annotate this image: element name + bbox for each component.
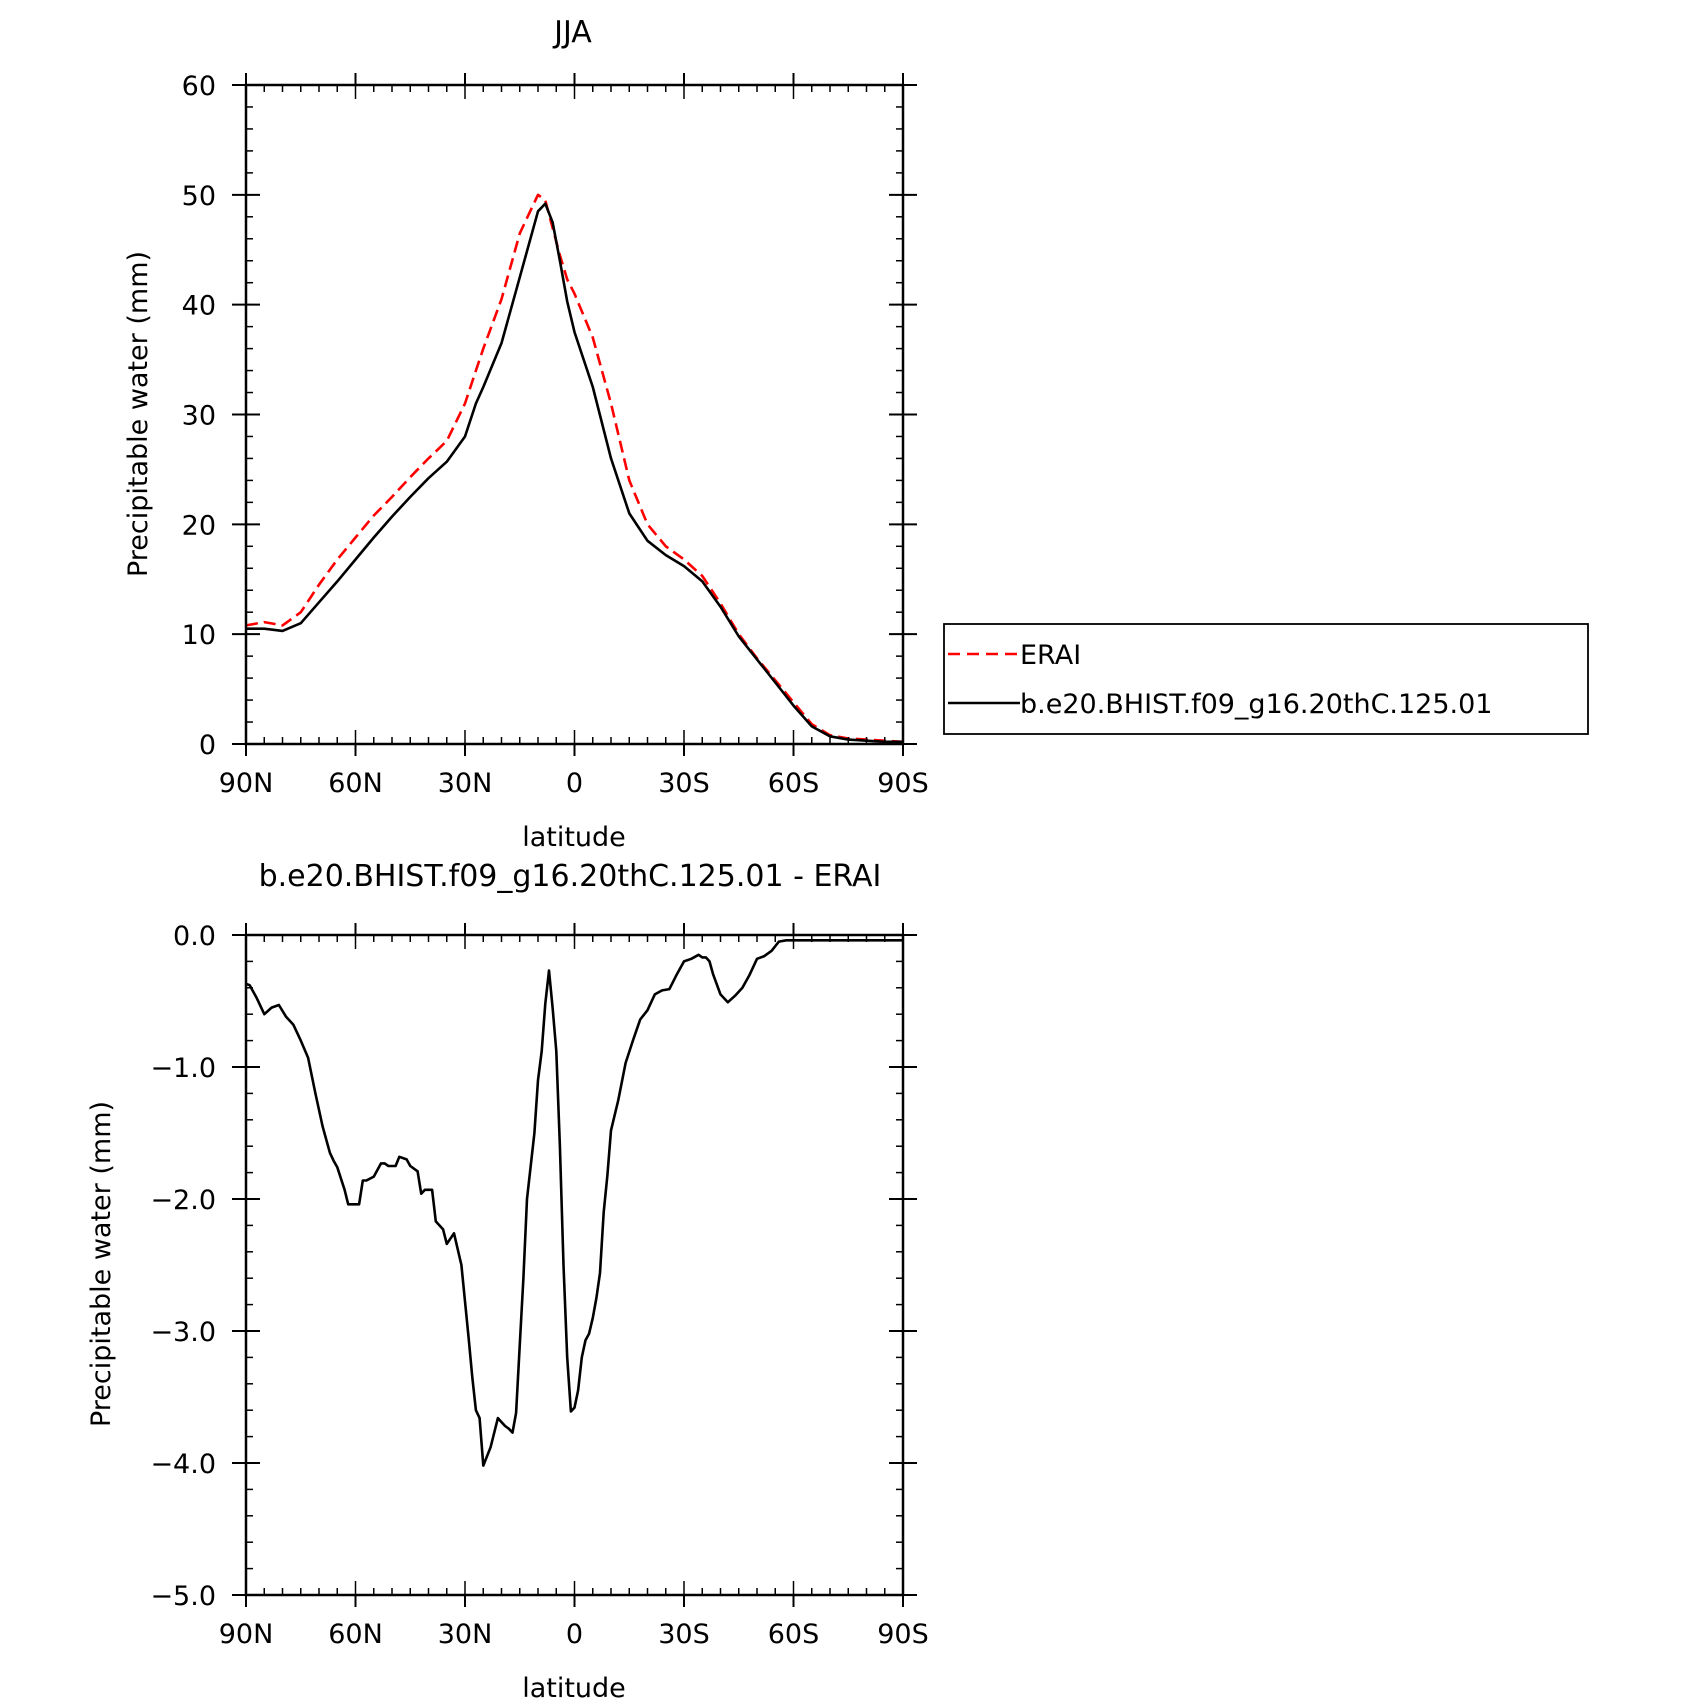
bottom-y-axis-title: Precipitable water (mm) (86, 1101, 117, 1427)
top-x-tick-label: 60N (328, 768, 383, 799)
bottom-x-tick-label: 90S (877, 1619, 929, 1650)
top-series-group (245, 193, 904, 744)
legend-frame (943, 623, 1589, 735)
top-y-tick-label: 40 (182, 291, 216, 322)
top-series-line-1 (246, 202, 903, 744)
top-ticks-group (232, 73, 917, 756)
top-y-tick-label: 10 (182, 620, 216, 651)
top-series-line-0 (245, 193, 904, 744)
bottom-x-tick-label: 60N (328, 1619, 383, 1650)
top-y-tick-label: 50 (182, 181, 216, 212)
top-x-tick-label: 30N (438, 768, 493, 799)
bottom-y-tick-label: −1.0 (150, 1053, 216, 1084)
legend-label-model: b.e20.BHIST.f09_g16.20thC.125.01 (1020, 689, 1492, 720)
top-x-tick-label: 0 (566, 768, 583, 799)
bottom-y-tick-label: 0.0 (173, 921, 216, 952)
bottom-series-group (245, 938, 903, 1467)
top-x-tick-label: 90S (877, 768, 929, 799)
top-plot-title: JJA (552, 15, 592, 50)
bottom-y-tick-label: −2.0 (150, 1185, 216, 1216)
top-y-tick-label: 60 (182, 71, 216, 102)
top-panel: JJA 90N 60N 30N 0 30S 60S 90S 0 10 20 30 40 50 60 la… (123, 15, 929, 853)
top-x-axis-title: latitude (522, 822, 626, 853)
bottom-panel: b.e20.BHIST.f09_g16.20thC.125.01 - ERAI … (86, 859, 929, 1704)
bottom-x-tick-label: 0 (566, 1619, 583, 1650)
top-plot-frame (244, 83, 905, 746)
top-x-tick-label: 90N (219, 768, 274, 799)
legend-label-erai: ERAI (1020, 640, 1081, 671)
bottom-series-line-0 (245, 938, 903, 1467)
top-y-tick-label: 30 (182, 401, 216, 432)
bottom-ticks-group (232, 923, 917, 1607)
top-y-tick-label: 20 (182, 510, 216, 541)
top-y-axis-title: Precipitable water (mm) (123, 251, 154, 577)
top-x-tick-label: 30S (658, 768, 710, 799)
bottom-plot-frame (244, 933, 905, 1597)
bottom-y-tick-label: −4.0 (150, 1449, 216, 1480)
top-x-tick-labels: 90N 60N 30N 0 30S 60S 90S (219, 768, 929, 799)
bottom-x-tick-label: 30S (658, 1619, 710, 1650)
top-y-tick-label: 0 (199, 730, 216, 761)
bottom-x-tick-labels: 90N 60N 30N 0 30S 60S 90S (219, 1619, 929, 1650)
bottom-x-axis-title: latitude (522, 1673, 626, 1704)
top-x-tick-label: 60S (768, 768, 820, 799)
legend: ERAI b.e20.BHIST.f09_g16.20thC.125.01 (943, 623, 1589, 735)
bottom-y-tick-label: −3.0 (150, 1317, 216, 1348)
bottom-x-tick-label: 60S (768, 1619, 820, 1650)
bottom-y-tick-label: −5.0 (150, 1581, 216, 1612)
bottom-y-tick-labels: 0.0 −1.0 −2.0 −3.0 −4.0 −5.0 (150, 921, 216, 1612)
bottom-x-tick-label: 90N (219, 1619, 274, 1650)
bottom-plot-title: b.e20.BHIST.f09_g16.20thC.125.01 - ERAI (259, 859, 882, 894)
top-y-tick-labels: 0 10 20 30 40 50 60 (182, 71, 216, 761)
bottom-x-tick-label: 30N (438, 1619, 493, 1650)
